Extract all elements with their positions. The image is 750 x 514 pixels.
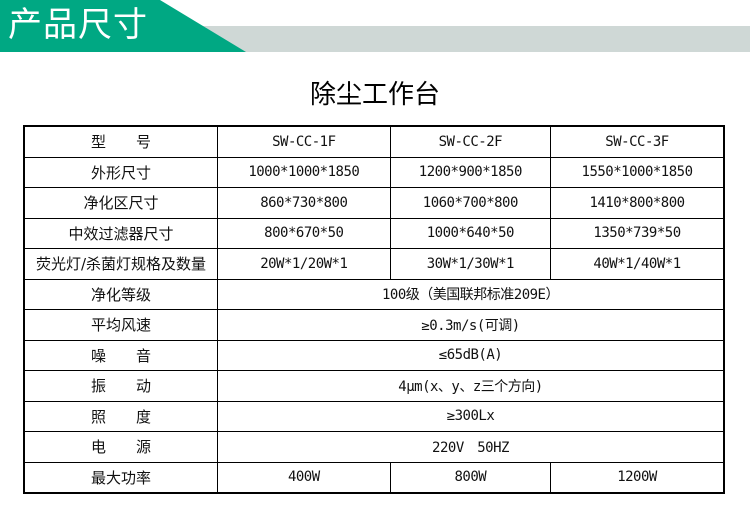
cell-value: 20W*1/20W*1 (217, 248, 391, 280)
row-label: 照 度 (23, 400, 218, 432)
spec-table: 型 号 SW-CC-1F SW-CC-2F SW-CC-3F 外形尺寸 1000*1000… (23, 125, 725, 494)
table-row: 荧光灯/杀菌灯规格及数量 20W*1/20W*1 30W*1/30W*1 40W*1/… (23, 248, 725, 280)
table-row: 照 度 ≥300Lx (23, 400, 725, 432)
table-row: 外形尺寸 1000*1000*1850 1200*900*1850 1550*1000… (23, 156, 725, 188)
row-label: 平均风速 (23, 309, 218, 341)
cell-value: 40W*1/40W*1 (550, 248, 725, 280)
section-title: 产品尺寸 (8, 5, 148, 45)
cell-value: 4μm(x、y、z三个方向) (217, 370, 725, 402)
table-title: 除尘工作台 (309, 80, 440, 110)
cell-value: 1000*640*50 (389, 217, 552, 249)
cell-value: 30W*1/30W*1 (389, 248, 552, 280)
cell-value: SW-CC-1F (217, 125, 391, 158)
cell-value: SW-CC-2F (389, 125, 552, 158)
cell-value: ≥0.3m/s(可调) (217, 309, 725, 341)
cell-value: 1060*700*800 (389, 187, 552, 219)
cell-value: 1410*800*800 (550, 187, 725, 219)
cell-value: ≤65dB(A) (217, 339, 725, 371)
cell-value: 860*730*800 (217, 187, 391, 219)
row-label: 中效过滤器尺寸 (23, 217, 218, 249)
row-label: 外形尺寸 (23, 156, 218, 188)
table-row: 电 源 220V 50HZ (23, 431, 725, 463)
cell-value: ≥300Lx (217, 400, 725, 432)
table-row: 平均风速 ≥0.3m/s(可调) (23, 309, 725, 341)
row-label: 型 号 (23, 125, 218, 158)
row-label: 电 源 (23, 431, 218, 463)
table-row: 净化等级 100级（美国联邦标准209E） (23, 278, 725, 310)
table-row: 最大功率 400W 800W 1200W (23, 461, 725, 494)
cell-value: 1350*739*50 (550, 217, 725, 249)
row-label: 振 动 (23, 370, 218, 402)
row-label: 最大功率 (23, 461, 218, 494)
cell-value: 220V 50HZ (217, 431, 725, 463)
cell-value: 1200W (550, 461, 725, 494)
cell-value: 1200*900*1850 (389, 156, 552, 188)
cell-value: 800*670*50 (217, 217, 391, 249)
table-row: 振 动 4μm(x、y、z三个方向) (23, 370, 725, 402)
cell-value: 400W (217, 461, 391, 494)
row-label: 噪 音 (23, 339, 218, 371)
cell-value: SW-CC-3F (550, 125, 725, 158)
table-row: 净化区尺寸 860*730*800 1060*700*800 1410*800*800 (23, 187, 725, 219)
cell-value: 800W (389, 461, 552, 494)
row-label: 净化等级 (23, 278, 218, 310)
table-row: 型 号 SW-CC-1F SW-CC-2F SW-CC-3F (23, 125, 725, 158)
row-label: 净化区尺寸 (23, 187, 218, 219)
table-row: 噪 音 ≤65dB(A) (23, 339, 725, 371)
cell-value: 1000*1000*1850 (217, 156, 391, 188)
cell-value: 100级（美国联邦标准209E） (217, 278, 725, 310)
table-row: 中效过滤器尺寸 800*670*50 1000*640*50 1350*739*50 (23, 217, 725, 249)
row-label: 荧光灯/杀菌灯规格及数量 (23, 248, 218, 280)
cell-value: 1550*1000*1850 (550, 156, 725, 188)
